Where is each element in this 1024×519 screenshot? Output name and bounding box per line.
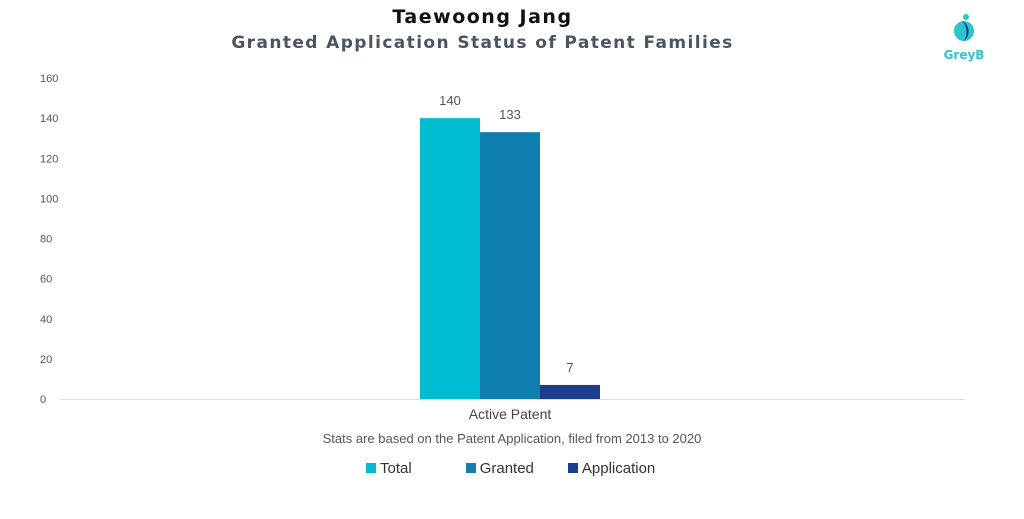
legend-item-total[interactable]: Total — [366, 460, 412, 477]
legend-label: Total — [380, 459, 412, 477]
y-axis: 0 20 40 60 80 100 120 140 160 — [40, 73, 58, 406]
y-tick-label: 60 — [40, 274, 52, 286]
x-category-label: Active Patent — [469, 406, 552, 420]
legend-swatch — [366, 463, 376, 473]
footnote: Stats are based on the Patent Applicatio… — [322, 431, 702, 446]
chart-title: Taewoong Jang — [392, 6, 573, 28]
bar-series: 140 133 7 — [420, 93, 600, 399]
chart-subtitle: Granted Application Status of Patent Fam… — [231, 33, 734, 53]
greyb-logo-icon — [954, 14, 974, 41]
y-tick-label: 160 — [40, 73, 58, 85]
bar-granted[interactable] — [480, 132, 540, 399]
y-tick-label: 20 — [40, 354, 52, 366]
greyb-logo: GreyB — [938, 12, 990, 68]
bar-application[interactable] — [540, 384, 600, 399]
legend-swatch — [465, 463, 476, 473]
legend-item-application[interactable]: Application — [567, 459, 656, 477]
x-axis: Active Patent — [469, 406, 552, 420]
y-tick-label: 0 — [40, 394, 46, 406]
greyb-logo-text: GreyB — [943, 48, 985, 62]
legend-item-granted[interactable]: Granted — [465, 459, 534, 477]
legend-label: Application — [581, 459, 656, 477]
legend: Total Granted Application — [366, 458, 655, 478]
y-tick-label: 120 — [40, 153, 58, 165]
data-label-application: 7 — [566, 360, 573, 375]
y-tick-label: 100 — [40, 193, 58, 205]
data-label-total: 140 — [439, 93, 461, 108]
y-tick-label: 40 — [40, 314, 52, 326]
bar-chart: 0 20 40 60 80 100 120 140 160 140 133 7 Active Pat… — [40, 73, 965, 420]
legend-label: Granted — [479, 459, 534, 477]
data-label-granted: 133 — [499, 107, 521, 122]
y-tick-label: 140 — [40, 113, 58, 125]
legend-swatch — [567, 463, 578, 473]
y-tick-label: 80 — [40, 234, 52, 246]
bar-total[interactable] — [420, 118, 480, 399]
